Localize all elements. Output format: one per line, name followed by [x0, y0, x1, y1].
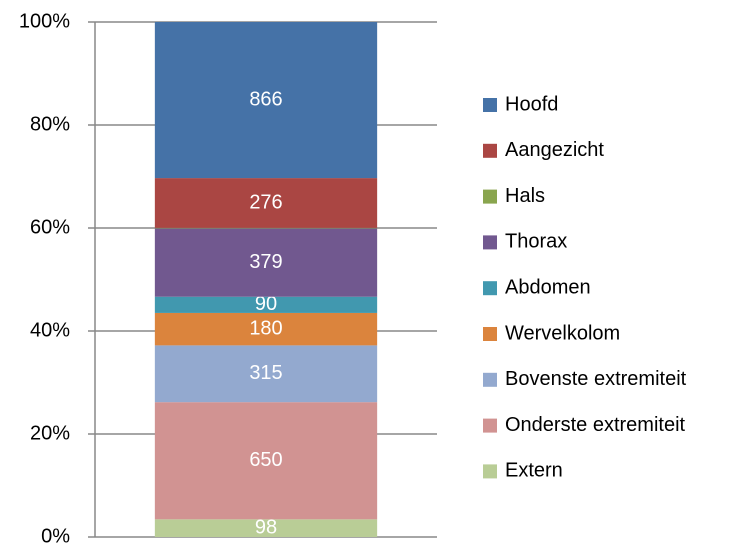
data-label: 276	[249, 191, 282, 213]
legend-label: Abdomen	[505, 276, 591, 298]
bar-segment	[154, 22, 378, 179]
legend-swatch	[483, 189, 497, 204]
data-label: 379	[249, 251, 282, 273]
legend-label: Wervelkolom	[505, 322, 620, 344]
legend-label: Extern	[505, 460, 563, 482]
legend-label: Aangezicht	[505, 139, 604, 161]
data-label: 866	[249, 88, 282, 110]
y-tick-label: 80%	[30, 113, 70, 135]
bar-segment	[154, 296, 378, 313]
bar-segment	[154, 519, 378, 537]
y-tick-label: 20%	[30, 422, 70, 444]
legend-swatch	[483, 235, 497, 250]
data-label: 180	[249, 317, 282, 339]
data-label: 90	[255, 293, 277, 315]
data-label: 315	[249, 362, 282, 384]
bar-segment	[154, 312, 378, 346]
bar-segment	[154, 227, 378, 229]
legend-label: Thorax	[505, 231, 567, 253]
legend-label: Onderste extremiteit	[505, 414, 686, 436]
y-tick-label: 60%	[30, 216, 70, 238]
legend-swatch	[483, 281, 497, 296]
legend-label: Bovenste extremiteit	[505, 368, 687, 390]
legend-swatch	[483, 98, 497, 112]
legend-label: Hoofd	[505, 93, 558, 115]
y-tick-label: 0%	[41, 525, 70, 545]
bar-segment	[154, 402, 378, 520]
y-tick-label: 40%	[30, 319, 70, 341]
legend-swatch	[483, 143, 497, 158]
bar-segment	[154, 228, 378, 297]
legend-swatch	[483, 418, 497, 433]
legend-label: Hals	[505, 185, 545, 207]
data-label: 98	[255, 516, 277, 538]
legend-swatch	[483, 327, 497, 341]
bar-segment	[154, 345, 378, 403]
y-tick-label: 100%	[19, 10, 70, 32]
data-label: 650	[249, 449, 282, 471]
legend-swatch	[483, 464, 497, 479]
legend-swatch	[483, 372, 497, 387]
bar-segment	[154, 178, 378, 228]
